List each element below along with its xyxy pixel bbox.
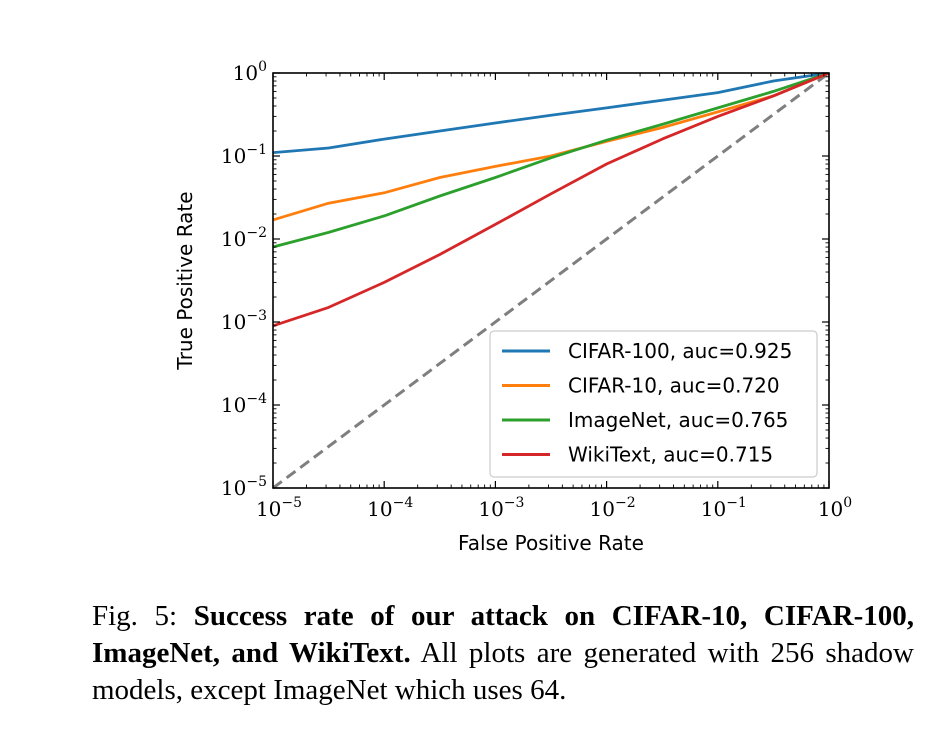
legend-label-1: CIFAR-10, auc=0.720 <box>568 374 780 398</box>
y-tick-label: 10−3 <box>221 308 267 334</box>
roc-figure: 10−5 10−4 10−3 10−2 10−1 100 10−5 10−4 10−3 10−2 1… <box>173 59 852 555</box>
legend-label-0: CIFAR-100, auc=0.925 <box>568 339 792 363</box>
x-tick-label: 10−5 <box>256 495 302 521</box>
caption-bold-title: Success rate of our attack on CIFAR-10, … <box>92 600 914 669</box>
legend-box <box>489 330 818 478</box>
y-tick-label: 10−2 <box>221 225 267 251</box>
y-axis-label: True Positive Rate <box>173 191 197 370</box>
y-tick-label: 10−5 <box>221 474 267 500</box>
series-line-1 <box>273 73 829 222</box>
reference-diagonal-line <box>272 71 830 490</box>
series-line-0 <box>273 73 829 154</box>
figure-caption: Fig. 5: Success rate of our attack on CI… <box>92 598 914 709</box>
x-tick-label: 10−3 <box>478 495 524 521</box>
caption-text: All plots are generated with 256 shadow … <box>92 637 914 706</box>
series-line-2 <box>273 73 829 249</box>
caption-prefix: Fig. 5: <box>92 600 194 632</box>
x-tick-label: 10−4 <box>367 495 413 521</box>
x-axis-label: False Positive Rate <box>458 531 644 555</box>
legend-label-2: ImageNet, auc=0.765 <box>568 408 788 432</box>
x-tick-label: 100 <box>818 495 852 521</box>
y-tick-label: 100 <box>233 59 267 85</box>
series-line-3 <box>273 73 829 328</box>
y-tick-label: 10−4 <box>221 391 267 417</box>
plot-frame <box>272 72 830 489</box>
roc-chart: 10−5 10−4 10−3 10−2 10−1 100 10−5 10−4 10−3 10−2 1… <box>173 59 852 555</box>
x-tick-label: 10−2 <box>590 495 636 521</box>
y-tick-label: 10−1 <box>221 142 267 168</box>
legend-label-3: WikiText, auc=0.715 <box>568 443 773 467</box>
x-tick-label: 10−1 <box>701 495 747 521</box>
